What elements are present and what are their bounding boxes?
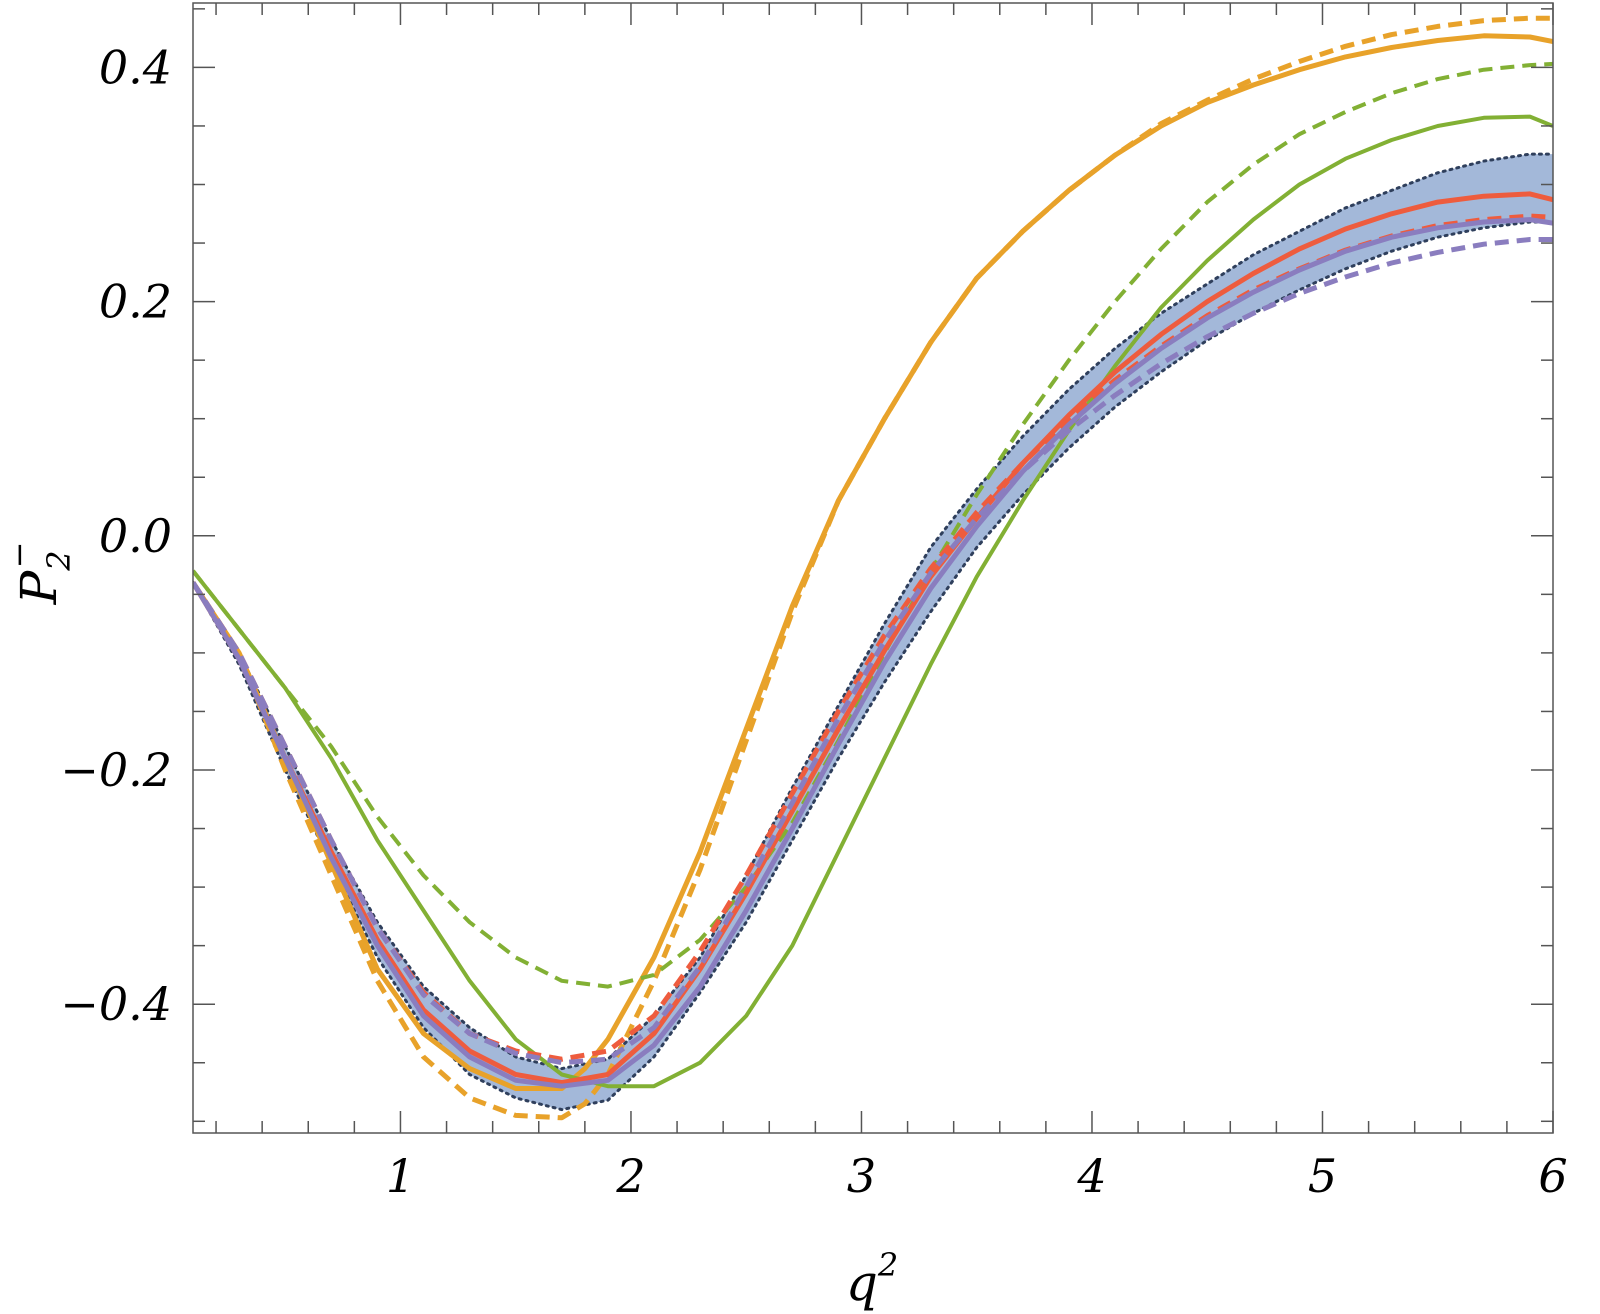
y-tick-label: 0.0 [99, 509, 172, 563]
uncertainty-band [193, 152, 1553, 1112]
series-line-2 [193, 15, 1553, 1121]
series-line-7 [193, 217, 1553, 1089]
x-axis-title: q2 [846, 1246, 898, 1312]
x-axis-title-superscript: 2 [877, 1246, 898, 1284]
series-line-4 [193, 61, 1553, 989]
plot-frame [192, 2, 1554, 1134]
series-line-8 [193, 237, 1553, 1066]
axis-ticks [193, 3, 1554, 1133]
y-tick-label: −0.2 [60, 743, 172, 797]
axes-frame [192, 2, 1554, 1134]
x-tick-label: 5 [1308, 1149, 1337, 1203]
x-tick-label: 2 [615, 1149, 645, 1203]
x-tick-label: 4 [1076, 1149, 1106, 1203]
y-tick-label: 0.2 [99, 275, 172, 329]
y-axis-title-superscript: − [0, 542, 38, 569]
x-axis-title-base: q [846, 1254, 878, 1312]
x-tick-label: 1 [386, 1149, 415, 1203]
y-tick-label: −0.4 [60, 977, 172, 1031]
band-upper-edge [193, 152, 1553, 1071]
tick-labels: 1 2 3 4 5 6 −0.4 −0.2 0.0 0.2 0.4 [60, 40, 1567, 1203]
data-series [193, 15, 1553, 1121]
band-lower-edge [193, 220, 1553, 1112]
series-line-3 [193, 114, 1553, 1089]
series-line-5 [193, 191, 1553, 1086]
y-tick-label: 0.4 [99, 40, 172, 94]
x-tick-label: 3 [847, 1149, 876, 1203]
x-tick-label: 6 [1538, 1149, 1567, 1203]
y-axis-title-base: P [10, 569, 68, 605]
y-axis-title: P2− [0, 542, 78, 606]
svg-text:P2−: P2− [0, 542, 78, 606]
y-axis-title-subscript: 2 [40, 550, 78, 571]
